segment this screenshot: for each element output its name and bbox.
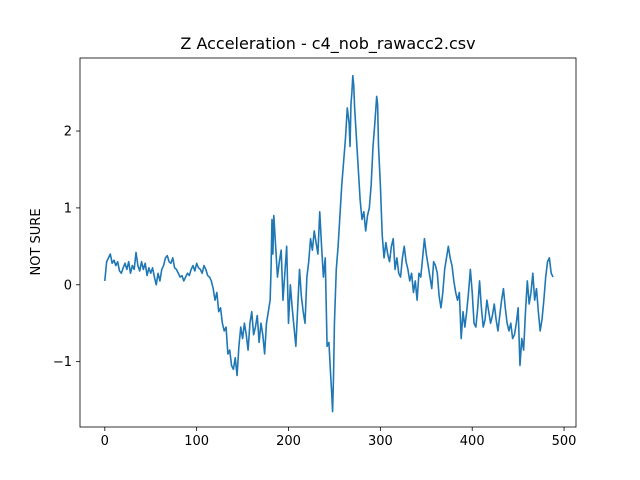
x-axis: 0 100 200 300 400 500 xyxy=(101,427,577,449)
y-axis: −1 0 1 2 xyxy=(53,125,80,370)
plot-area xyxy=(104,74,554,413)
x-tick-label: 400 xyxy=(460,434,485,449)
chart-title: Z Acceleration - c4_nob_rawacc2.csv xyxy=(180,34,475,54)
x-tick-label: 200 xyxy=(276,434,301,449)
x-tick-label: 300 xyxy=(368,434,393,449)
y-tick-label: 2 xyxy=(64,125,72,140)
y-axis-label: NOT SURE xyxy=(29,208,44,275)
axes-frame xyxy=(79,57,577,428)
x-tick-label: 500 xyxy=(552,434,577,449)
y-tick-label: 1 xyxy=(64,201,72,216)
y-tick-label: −1 xyxy=(53,355,72,370)
series-line-0 xyxy=(104,74,554,413)
x-tick-label: 0 xyxy=(101,434,109,449)
y-tick-label: 0 xyxy=(64,278,72,293)
x-tick-label: 100 xyxy=(184,434,209,449)
